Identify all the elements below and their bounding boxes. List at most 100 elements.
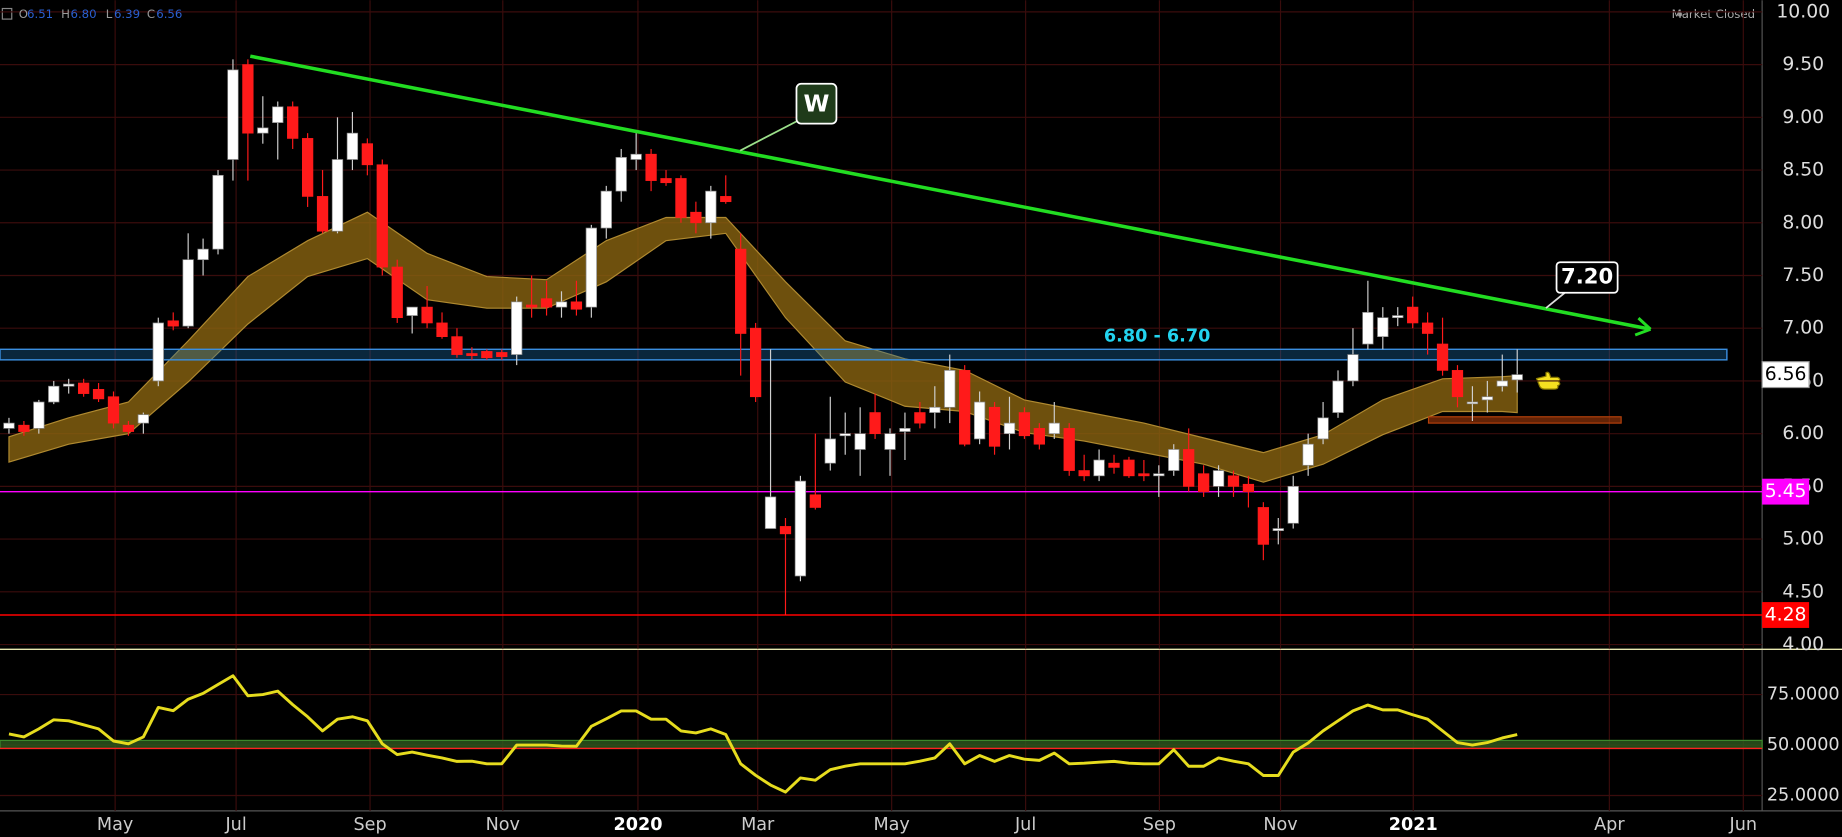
candle-body: [257, 127, 269, 134]
candle-body: [705, 190, 717, 224]
candle-body: [1212, 470, 1225, 487]
trendline: [249, 54, 1651, 331]
candle-body: [1511, 374, 1523, 381]
candle-body: [48, 385, 60, 403]
candle-body: [884, 433, 896, 450]
candle-body: [406, 306, 418, 316]
legend-key: O: [19, 7, 28, 21]
candle-body: [720, 196, 732, 203]
candle-body: [1347, 354, 1359, 382]
candle-body: [1242, 483, 1255, 492]
x-tick-label: Nov: [1263, 815, 1297, 835]
x-tick-label: Sep: [353, 815, 386, 835]
candle-body: [1481, 396, 1493, 401]
candle-body: [690, 211, 702, 224]
y-tick-label: 75.0000: [1767, 685, 1840, 705]
candle-body: [824, 438, 836, 464]
candle-body: [1018, 412, 1031, 437]
trendline-arrowhead: [1637, 317, 1652, 331]
candle-body: [346, 132, 359, 160]
support-box: [1427, 416, 1622, 424]
candle-body: [1496, 380, 1508, 387]
callout-box: [795, 82, 838, 125]
candle-body: [167, 320, 179, 327]
candle-body: [1332, 380, 1344, 413]
candle-body: [152, 322, 164, 382]
candle-body: [555, 301, 568, 308]
candle-body: [525, 304, 538, 308]
candle-body: [1436, 343, 1449, 371]
candle-body: [839, 433, 851, 437]
candle-body: [660, 178, 672, 184]
candle-body: [1272, 528, 1284, 532]
candle-body: [227, 69, 239, 160]
y-tick-label: 10.00: [1776, 1, 1830, 22]
y-tick-label: 5.00: [1782, 529, 1824, 550]
candle-body: [600, 190, 612, 229]
candle-body: [107, 396, 120, 424]
candle-body: [809, 494, 821, 508]
legend-key: H: [61, 7, 70, 21]
candle-body: [630, 153, 642, 160]
candle-body: [1093, 459, 1105, 477]
resistance-zone: [0, 348, 1728, 361]
candle-body: [421, 306, 433, 324]
candle-body: [1197, 473, 1210, 492]
candle-body: [570, 301, 583, 310]
candle-body: [540, 298, 553, 308]
candle-body: [391, 266, 403, 319]
callout-text: W: [803, 89, 829, 117]
candle-body: [361, 143, 373, 166]
candle-body: [1466, 401, 1479, 405]
x-tick-label: 2020: [613, 815, 662, 835]
candle-body: [854, 433, 866, 450]
candle-body: [899, 428, 911, 432]
trendline-arrowhead: [1634, 327, 1652, 337]
callout-box: [1555, 261, 1619, 294]
candle-body: [1138, 473, 1150, 477]
candle-body: [77, 382, 90, 394]
x-tick-label: Sep: [1143, 815, 1176, 835]
level-tag: [1762, 478, 1810, 505]
candle-body: [1287, 486, 1299, 524]
zone-label: 6.80 - 6.70: [1104, 326, 1210, 346]
candle-body: [1003, 422, 1016, 435]
candle-body: [929, 406, 941, 413]
x-tick-label: 2021: [1389, 815, 1438, 835]
candle-body: [197, 248, 209, 261]
legend-icon: [1, 7, 13, 20]
y-tick-label: 7.50: [1782, 265, 1824, 286]
candle-body: [959, 370, 971, 445]
y-tick-label: 4.00: [1782, 634, 1824, 655]
candle-body: [1048, 422, 1060, 435]
candle-body: [645, 153, 657, 181]
y-tick-label: 9.00: [1782, 107, 1824, 128]
candle-body: [1362, 312, 1374, 345]
candle-body: [1302, 443, 1314, 466]
candle-body: [511, 301, 523, 355]
y-tick-label: 25.0000: [1767, 786, 1840, 806]
candle-body: [1392, 315, 1404, 319]
candle-body: [1257, 507, 1269, 545]
candle-body: [1317, 417, 1329, 440]
candle-body: [1183, 449, 1195, 487]
candle-body: [1451, 370, 1464, 398]
candle-body: [212, 174, 224, 250]
candle-body: [287, 106, 299, 139]
candle-body: [301, 138, 314, 197]
x-tick-label: May: [873, 815, 909, 835]
candle-body: [331, 159, 344, 232]
candle-body: [869, 412, 881, 435]
last-price-tag: [1761, 361, 1810, 389]
callout-pointer: [1545, 292, 1566, 309]
oscillator-band: [0, 739, 1763, 750]
legend-value: 6.80: [70, 7, 96, 21]
y-tick-label: 8.00: [1782, 212, 1824, 233]
legend-key: L: [106, 7, 113, 21]
level-tag: [1762, 602, 1810, 628]
y-tick-label: 9.50: [1782, 54, 1824, 75]
candle-body: [436, 322, 448, 337]
candle-body: [1407, 306, 1419, 324]
